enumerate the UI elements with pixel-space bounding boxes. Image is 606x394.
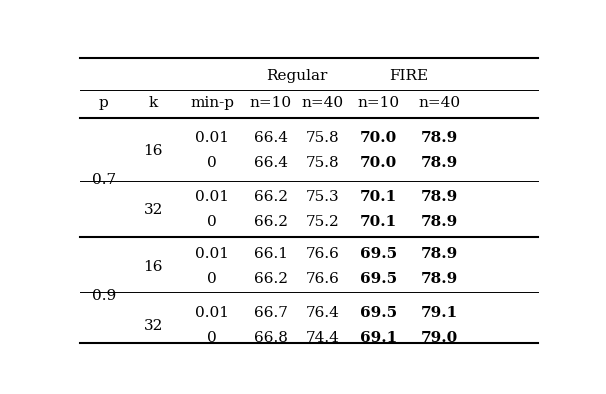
Text: 66.4: 66.4 — [254, 156, 288, 170]
Text: 66.2: 66.2 — [254, 216, 288, 229]
Text: 79.0: 79.0 — [421, 331, 458, 345]
Text: 66.8: 66.8 — [254, 331, 288, 345]
Text: 78.9: 78.9 — [421, 156, 458, 170]
Text: k: k — [148, 97, 158, 110]
Text: 76.4: 76.4 — [305, 307, 339, 320]
Text: FIRE: FIRE — [390, 69, 429, 83]
Text: 69.1: 69.1 — [360, 331, 398, 345]
Text: 0: 0 — [207, 331, 217, 345]
Text: 76.6: 76.6 — [305, 247, 339, 261]
Text: n=40: n=40 — [301, 97, 344, 110]
Text: Regular: Regular — [266, 69, 327, 83]
Text: 70.0: 70.0 — [360, 156, 398, 170]
Text: 75.8: 75.8 — [305, 131, 339, 145]
Text: 0.01: 0.01 — [195, 247, 229, 261]
Text: 0: 0 — [207, 216, 217, 229]
Text: 16: 16 — [144, 260, 163, 273]
Text: 76.6: 76.6 — [305, 272, 339, 286]
Text: 75.8: 75.8 — [305, 156, 339, 170]
Text: n=40: n=40 — [419, 97, 461, 110]
Text: 66.2: 66.2 — [254, 272, 288, 286]
Text: 70.0: 70.0 — [360, 131, 398, 145]
Text: n=10: n=10 — [250, 97, 291, 110]
Text: 66.2: 66.2 — [254, 190, 288, 204]
Text: 16: 16 — [144, 144, 163, 158]
Text: 0.7: 0.7 — [92, 173, 116, 187]
Text: 66.7: 66.7 — [254, 307, 288, 320]
Text: 70.1: 70.1 — [360, 190, 398, 204]
Text: 66.4: 66.4 — [254, 131, 288, 145]
Text: 78.9: 78.9 — [421, 272, 458, 286]
Text: 32: 32 — [144, 203, 163, 217]
Text: p: p — [99, 97, 109, 110]
Text: 32: 32 — [144, 319, 163, 333]
Text: 69.5: 69.5 — [360, 272, 398, 286]
Text: 66.1: 66.1 — [254, 247, 288, 261]
Text: 0.01: 0.01 — [195, 190, 229, 204]
Text: 74.4: 74.4 — [305, 331, 339, 345]
Text: 79.1: 79.1 — [421, 307, 458, 320]
Text: 75.2: 75.2 — [305, 216, 339, 229]
Text: 0.01: 0.01 — [195, 131, 229, 145]
Text: 69.5: 69.5 — [360, 247, 398, 261]
Text: min-p: min-p — [190, 97, 234, 110]
Text: 78.9: 78.9 — [421, 247, 458, 261]
Text: 0.9: 0.9 — [92, 289, 116, 303]
Text: 0: 0 — [207, 272, 217, 286]
Text: 0.01: 0.01 — [195, 307, 229, 320]
Text: 75.3: 75.3 — [305, 190, 339, 204]
Text: 78.9: 78.9 — [421, 131, 458, 145]
Text: 69.5: 69.5 — [360, 307, 398, 320]
Text: 78.9: 78.9 — [421, 190, 458, 204]
Text: 70.1: 70.1 — [360, 216, 398, 229]
Text: n=10: n=10 — [358, 97, 400, 110]
Text: 78.9: 78.9 — [421, 216, 458, 229]
Text: 0: 0 — [207, 156, 217, 170]
